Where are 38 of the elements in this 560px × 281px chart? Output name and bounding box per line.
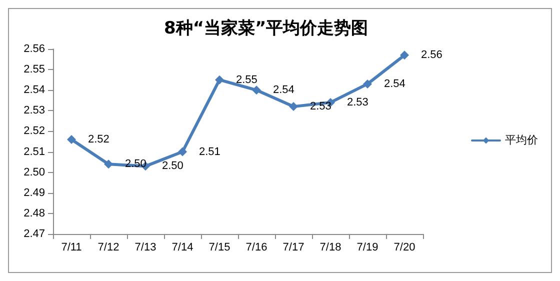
x-tick-label: 7/17 [282,242,304,254]
data-label: 2.54 [273,84,294,96]
point [400,50,409,60]
data-label: 2.50 [162,160,184,172]
x-tick-label: 7/18 [320,242,342,254]
x-tick-label: 7/13 [134,242,156,254]
x-tick-label: 7/20 [394,242,416,254]
x-tick-label: 7/15 [208,242,230,254]
y-tick-label: 2.54 [24,84,45,96]
y-tick-label: 2.53 [24,104,45,117]
chart-title: 8种“当家菜”平均价走势图 [164,18,368,38]
y-tick-label: 2.56 [24,43,45,55]
x-tick-label: 7/16 [246,242,268,254]
y-tick-label: 2.52 [24,125,45,138]
data-label: 2.52 [88,133,110,146]
x-tick-label: 7/19 [356,242,378,254]
y-tick-label: 2.47 [24,228,45,240]
data-label: 2.56 [421,49,442,62]
data-label: 2.51 [199,146,220,158]
y-tick-label: 2.50 [24,166,45,178]
point [252,86,261,95]
x-tick-label: 7/12 [98,242,120,254]
point [289,102,298,112]
data-label: 2.55 [236,74,258,86]
y-tick-label: 2.48 [24,207,45,220]
y-tick-label: 2.51 [24,146,45,158]
point [363,79,372,88]
data-label: 2.54 [384,78,406,90]
data-label: 2.53 [347,96,368,108]
point [178,147,187,156]
y-tick-label: 2.55 [24,64,45,76]
point [104,160,113,169]
x-tick-label: 7/14 [172,242,194,254]
point [67,134,76,144]
y-tick-label: 2.49 [24,186,45,199]
point [215,75,224,84]
legend-label: 平均价 [505,134,538,146]
x-tick-label: 7/11 [61,242,82,254]
